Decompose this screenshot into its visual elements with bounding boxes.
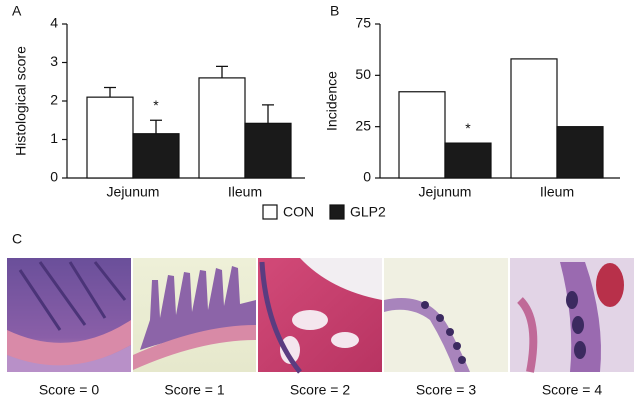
x-tick-label: Ileum [540, 184, 574, 200]
bar [398, 91, 446, 179]
image-caption: Score = 3 [416, 382, 477, 398]
image-caption: Score = 2 [290, 382, 351, 398]
y-tick-label: 0 [363, 169, 371, 185]
y-tick-label: 2 [50, 92, 58, 108]
legend-label: GLP2 [350, 204, 386, 220]
significance-mark: * [465, 120, 471, 136]
image-caption: Score = 1 [164, 382, 225, 398]
y-tick-label: 0 [50, 169, 58, 185]
error-bar [150, 119, 162, 134]
legend-swatch [262, 204, 278, 220]
error-bar [216, 65, 228, 78]
image-score-2 [258, 258, 382, 374]
y-tick-label: 1 [50, 130, 58, 146]
image-caption: Score = 4 [542, 382, 603, 398]
legend-swatch [329, 204, 345, 220]
panel-label: B [330, 3, 339, 19]
y-tick-label: 75 [355, 15, 371, 31]
bar [86, 96, 134, 179]
significance-mark: * [153, 97, 159, 113]
error-bar [104, 86, 116, 98]
panel-label: C [12, 231, 22, 247]
x-tick-label: Jejunum [107, 184, 160, 200]
image-score-4 [510, 258, 634, 373]
y-tick-label: 25 [355, 117, 371, 133]
x-tick-label: Ileum [228, 184, 262, 200]
bar [198, 77, 246, 179]
image-score-1 [133, 258, 256, 372]
y-axis-label: Incidence [324, 71, 340, 131]
y-tick-label: 3 [50, 53, 58, 69]
image-score-3 [384, 258, 508, 372]
panel-label: A [12, 3, 22, 19]
bar [244, 122, 292, 179]
y-axis-label: Histological score [13, 46, 29, 156]
bar [132, 133, 180, 179]
y-tick-label: 50 [355, 66, 371, 82]
bar [556, 126, 604, 179]
image-caption: Score = 0 [39, 382, 100, 398]
y-tick-label: 4 [50, 15, 58, 31]
bar [510, 58, 558, 179]
bar [444, 142, 492, 179]
image-score-0 [7, 258, 131, 372]
error-bar [262, 104, 274, 124]
histology-images [7, 258, 634, 374]
x-tick-label: Jejunum [419, 184, 472, 200]
legend-label: CON [283, 204, 314, 220]
